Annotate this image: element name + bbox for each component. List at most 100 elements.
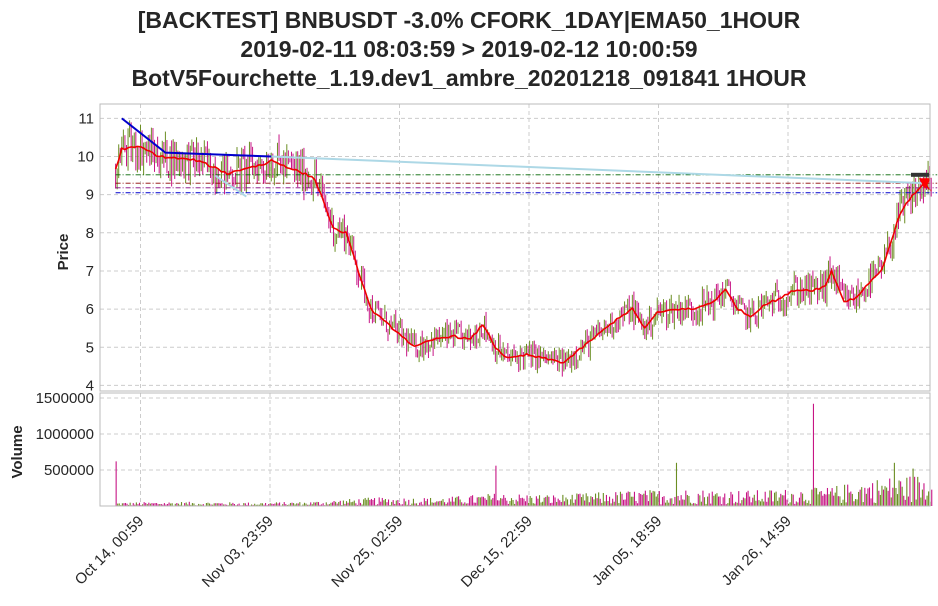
volume-bar [542,501,544,506]
volume-bar [207,502,209,506]
volume-bar [461,502,463,506]
volume-bar [431,502,433,506]
price-tick-label: 9 [86,187,94,204]
volume-bar [826,487,829,506]
volume-bar [462,503,464,506]
volume-bar [635,500,637,506]
volume-bar [381,497,383,506]
volume-bar [344,503,346,506]
volume-bar [138,502,141,506]
volume-bar [419,502,421,506]
volume-bar [426,498,428,506]
volume-bar [847,484,849,506]
volume-bar [753,494,755,506]
volume-bar [772,501,774,506]
volume-bar [137,504,139,506]
volume-bar [562,494,564,506]
volume-bar [858,491,860,506]
volume-bar [576,493,578,506]
volume-bar [121,503,123,506]
volume-bar [563,501,565,506]
volume-bar [489,495,491,506]
volume-bar [725,504,727,506]
volume-bar [811,489,813,506]
ema-line [114,145,932,364]
volume-bar [308,504,310,506]
volume-bar [291,502,293,506]
volume-bar [149,503,151,506]
volume-bar [780,493,782,506]
volume-bar [151,503,153,506]
volume-bar [870,498,872,506]
volume-bar [728,498,730,506]
volume-bar [825,494,827,506]
volume-bar [545,496,547,506]
volume-bar [492,498,494,506]
x-tick-label: Oct 14, 00:59 [72,513,148,589]
volume-bar [394,503,396,506]
volume-bar [621,493,623,506]
volume-bar [831,488,833,506]
volume-bar [430,497,432,506]
volume-bar [889,478,891,506]
volume-bar [128,504,130,506]
volume-bar [658,491,660,506]
volume-bar [707,496,709,506]
volume-bar [778,497,780,506]
volume-bar [321,504,323,506]
volume-bar [254,503,256,506]
volume-bar [401,504,404,506]
volume-bar [749,496,751,506]
volume-bar [727,503,729,506]
volume-bar [612,498,614,506]
volume-bar [132,503,134,506]
volume-bar [157,504,159,506]
volume-bar [117,503,119,506]
volume-bar [906,477,908,506]
price-axis-label: Price [55,234,72,271]
volume-bar [839,496,841,506]
volume-bar [268,504,270,506]
volume-bar [305,503,307,506]
volume-bar [675,462,678,506]
volume-bar [260,503,262,506]
volume-bar [646,495,648,506]
volume-bar [616,495,618,506]
volume-bar [903,495,905,506]
volume-bar [819,491,821,506]
volume-bar [377,504,379,506]
volume-bar [345,501,348,506]
price-tick-label: 4 [86,377,94,394]
volume-bar [668,502,670,506]
volume-bar [853,501,855,506]
volume-bar [444,502,446,506]
x-tick-label: Dec 15, 22:59 [458,513,536,591]
volume-bar [205,503,207,506]
volume-bar [198,503,200,506]
volume-bar [314,502,316,506]
volume-bar [551,502,553,506]
volume-bar [380,501,382,506]
volume-bar [914,476,916,506]
price-tick-label: 11 [78,110,94,127]
volume-bar [879,494,881,506]
volume-bar [574,499,576,506]
volume-bar [830,491,832,506]
volume-bar [731,494,734,506]
volume-bar [538,495,541,506]
volume-bar [470,495,472,506]
volume-bar [302,504,304,506]
volume-bar [669,498,671,506]
volume-bar [414,503,416,506]
volume-bar [744,498,746,506]
volume-bar [148,502,150,506]
volume-bar [283,502,285,506]
volume-bar [722,497,724,506]
volume-bar [464,502,466,506]
volume-bar [702,490,704,506]
volume-bar [733,503,735,506]
volume-bar [872,483,874,506]
volume-bar [900,481,902,506]
volume-bar [708,493,710,506]
